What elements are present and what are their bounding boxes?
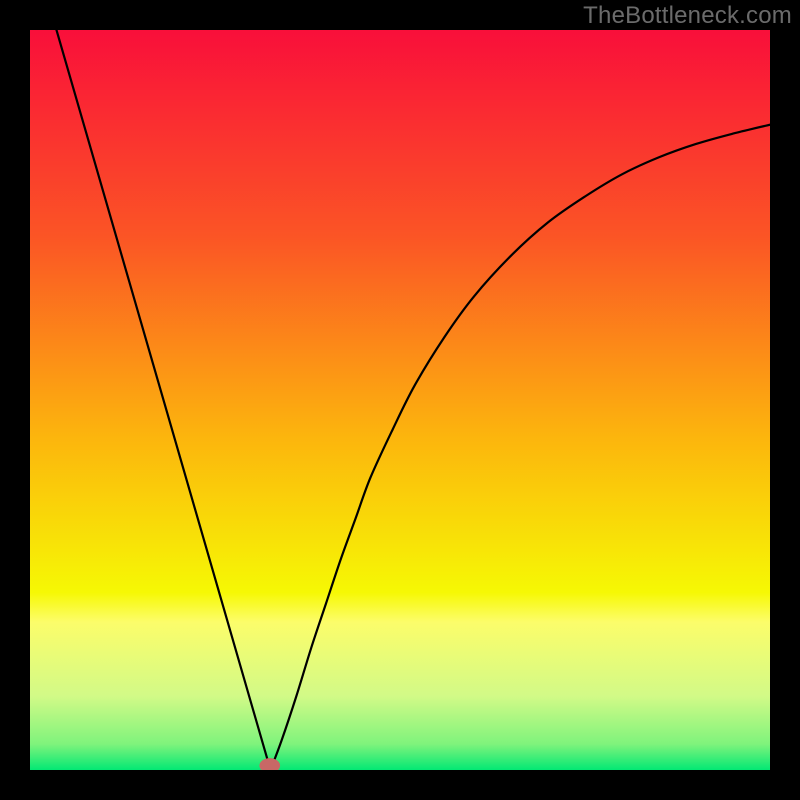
curve-right-branch xyxy=(271,125,771,770)
curve-overlay xyxy=(0,0,800,800)
curve-left-branch xyxy=(52,15,270,770)
minimum-marker xyxy=(259,758,280,773)
watermark-text: TheBottleneck.com xyxy=(583,2,792,30)
chart-container: TheBottleneck.com xyxy=(0,0,800,800)
